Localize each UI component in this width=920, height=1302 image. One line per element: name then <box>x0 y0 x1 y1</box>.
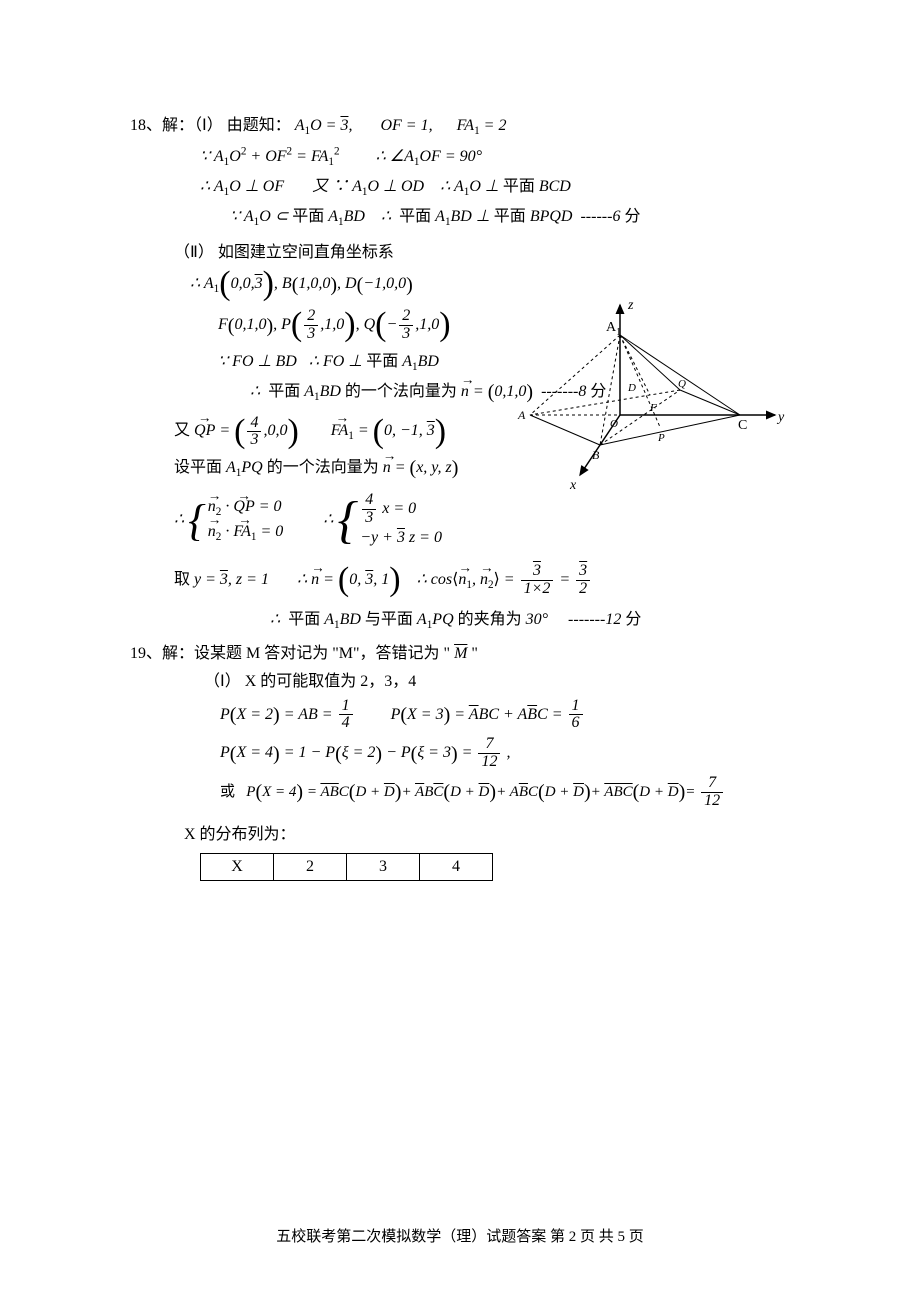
svg-text:B: B <box>592 448 600 462</box>
svg-text:O: O <box>610 418 618 430</box>
q18-eq-qp: 又 QP = (43,0,0) FA1 = (0, −1, 3) <box>174 422 446 439</box>
q19-label: 19、解：设某题 M 答对记为 "M"，答错记为 " M " <box>130 645 478 662</box>
q18-eq-fo: ∵ FO ⊥ BD ∴ FO ⊥ 平面 A1BD <box>218 353 439 370</box>
q19-or: 或 P(X = 4) = ABC(D + D)+ ABC(D + D)+ ABC… <box>220 784 725 800</box>
q19-part1: （Ⅰ） X 的可能取值为 2，3，4 <box>204 673 416 690</box>
q18-eq2: ∵ A1O2 + OF2 = FA12 ∴ ∠A1OF = 90° <box>200 148 482 165</box>
q19-dist-label: X 的分布列为： <box>184 826 296 843</box>
svg-text:y: y <box>776 410 785 425</box>
svg-text:P: P <box>657 432 665 444</box>
q18-coords-fpq: F(0,1,0), P(23,1,0), Q(−23,1,0) <box>218 316 451 333</box>
q18-part2-label: （Ⅱ） 如图建立空间直角坐标系 <box>174 244 394 261</box>
svg-text:x: x <box>569 478 577 493</box>
svg-text:z: z <box>627 298 634 313</box>
q18-system: ∴ { n2 · QP = 0 n2 · FA1 = 0 ∴ { 43 x = … <box>174 511 442 528</box>
svg-text:A1: A1 <box>606 320 621 338</box>
q18-conclusion: ∴ 平面 A1BD 与平面 A1PQ 的夹角为 30° -------12 分 <box>270 611 641 628</box>
table-row: X 2 3 4 <box>201 854 493 881</box>
table-cell: 2 <box>274 854 347 881</box>
svg-text:A: A <box>517 408 526 422</box>
q18-setn2: 设平面 A1PQ 的一个法向量为 n = (x, y, z) <box>174 459 458 476</box>
page-footer: 五校联考第二次模拟数学（理）试题答案 第 2 页 共 5 页 <box>0 1225 920 1246</box>
table-cell: 3 <box>347 854 420 881</box>
q18-take: 取 y = 3, z = 1 ∴ n = (0, 3, 1) ∴ cos⟨n1,… <box>174 571 592 588</box>
q19-px4: P(X = 4) = 1 − P(ξ = 2) − P(ξ = 3) = 712… <box>220 744 510 761</box>
coordinate-diagram: z y x A1 A B C O F P Q D <box>510 295 790 495</box>
svg-text:D: D <box>627 382 636 394</box>
q18-eq1: A1O = 3, OF = 1, FA1 = 2 <box>295 117 507 134</box>
q18-coords-a1: ∴ A1(0,0,3), B(1,0,0), D(−1,0,0) <box>190 275 413 292</box>
svg-text:Q: Q <box>678 378 686 390</box>
distribution-table: X 2 3 4 <box>200 853 493 881</box>
q18-label: 18、解：（Ⅰ） 由题知： <box>130 117 291 134</box>
table-cell: 4 <box>420 854 493 881</box>
q18-eq3: ∴ A1O ⊥ OF 又 ∵ A1O ⊥ OD ∴ A1O ⊥ 平面 BCD <box>200 178 571 195</box>
q18-eq4: ∵ A1O ⊂ 平面 A1BD ∴ 平面 A1BD ⊥ 平面 BPQD ----… <box>230 208 640 225</box>
q19-px23: P(X = 2) = AB = 14 P(X = 3) = ABC + ABC … <box>220 706 585 723</box>
svg-text:C: C <box>738 418 747 433</box>
svg-text:F: F <box>649 402 657 414</box>
table-cell: X <box>201 854 274 881</box>
